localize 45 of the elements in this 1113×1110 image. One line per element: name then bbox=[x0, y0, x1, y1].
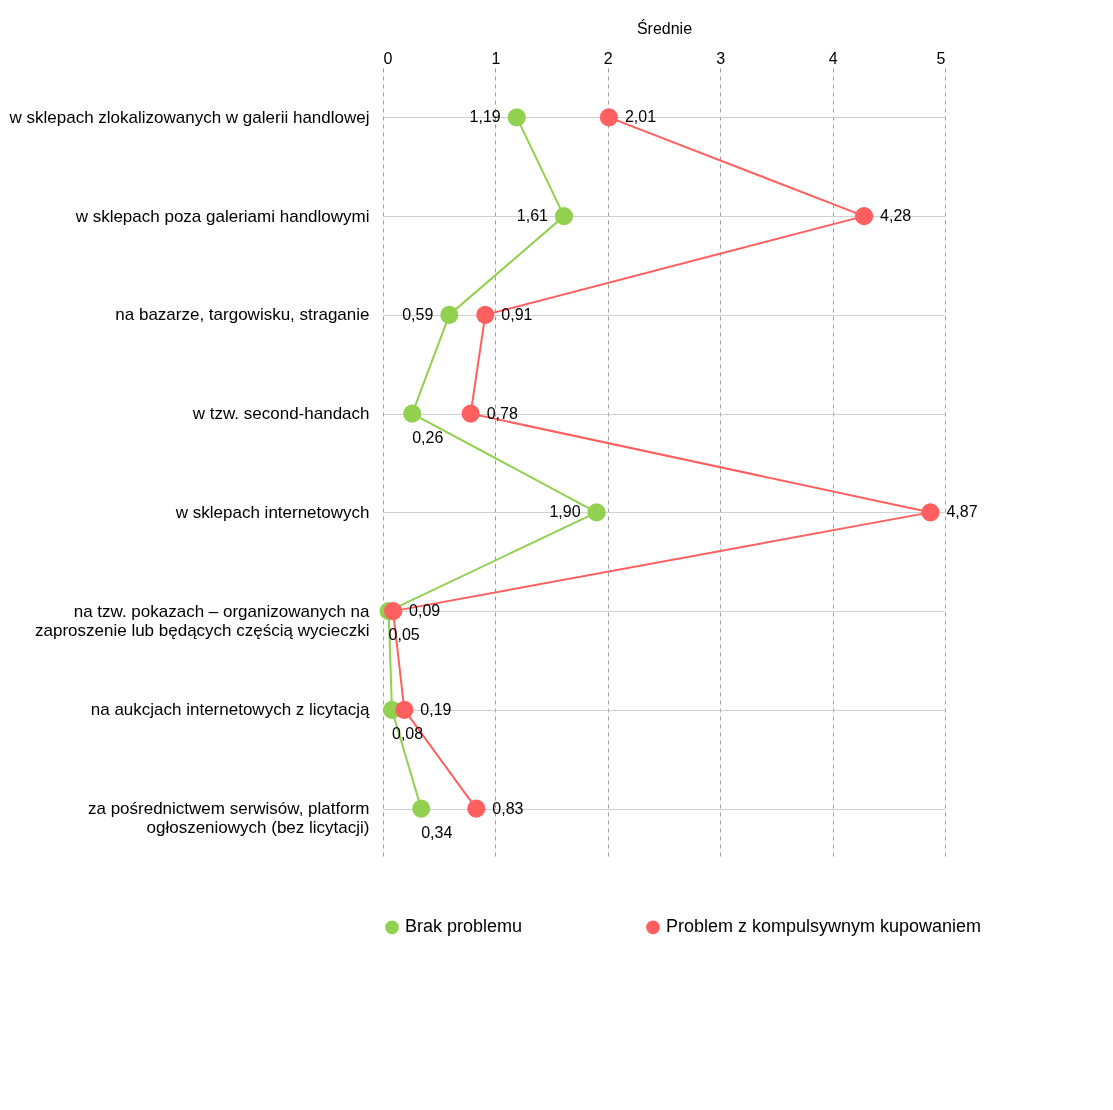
x-axis-title: Średnie bbox=[636, 18, 693, 37]
point bbox=[507, 108, 526, 127]
point bbox=[384, 602, 403, 621]
legend-label: Problem z kompulsywnym kupowaniem bbox=[666, 916, 982, 937]
point bbox=[854, 207, 874, 226]
point bbox=[554, 207, 574, 226]
x-tick-label: 4 bbox=[828, 49, 838, 67]
point bbox=[921, 503, 940, 522]
data-label: 0,78 bbox=[486, 404, 518, 422]
point bbox=[467, 799, 486, 818]
point bbox=[412, 799, 431, 818]
y-tick-label: w sklepach poza galeriami handlowymi bbox=[74, 206, 370, 226]
data-label: 1,90 bbox=[549, 503, 581, 521]
y-tick-label: w sklepach zlokalizowanych w galerii handlowej bbox=[8, 107, 370, 127]
y-tick-label: w sklepach internetowych bbox=[174, 502, 370, 522]
x-tick-label: 2 bbox=[603, 49, 613, 67]
point bbox=[599, 108, 619, 127]
point bbox=[395, 700, 414, 719]
data-label: 0,83 bbox=[492, 799, 524, 817]
y-tick-label: za pośrednictwem serwisów, platform ogłoszeniowych (bez licytacji) bbox=[87, 799, 370, 838]
data-label: 4,28 bbox=[880, 207, 912, 225]
x-tick-label: 1 bbox=[491, 49, 501, 67]
data-label: 0,09 bbox=[409, 602, 441, 620]
point bbox=[461, 404, 480, 423]
data-label: 1,61 bbox=[516, 207, 549, 225]
data-label: 0,91 bbox=[501, 305, 533, 323]
y-tick-label: na tzw. pokazach – organizowanych na zaproszenie lub będących częścią wycieczki bbox=[35, 601, 371, 640]
data-label: 1,19 bbox=[469, 108, 501, 126]
x-tick-label: 5 bbox=[936, 49, 946, 67]
data-label: 2,01 bbox=[624, 108, 657, 126]
data-label: 0,59 bbox=[402, 305, 434, 323]
data-label: 4,87 bbox=[946, 503, 978, 521]
data-label: 0,26 bbox=[412, 428, 444, 446]
x-tick-label: 0 bbox=[383, 49, 393, 67]
x-tick-label: 3 bbox=[716, 49, 726, 67]
legend-label: Brak problemu bbox=[405, 916, 523, 937]
y-tick-label: na aukcjach internetowych z licytacją bbox=[90, 700, 371, 720]
data-label: 0,34 bbox=[421, 823, 453, 841]
point bbox=[587, 503, 606, 522]
y-tick-label: na bazarze, targowisku, straganie bbox=[115, 305, 370, 325]
point bbox=[476, 305, 495, 324]
y-tick-label: w tzw. second-handach bbox=[191, 404, 370, 424]
data-label: 0,19 bbox=[420, 700, 452, 718]
point bbox=[403, 404, 422, 423]
point bbox=[440, 305, 459, 324]
